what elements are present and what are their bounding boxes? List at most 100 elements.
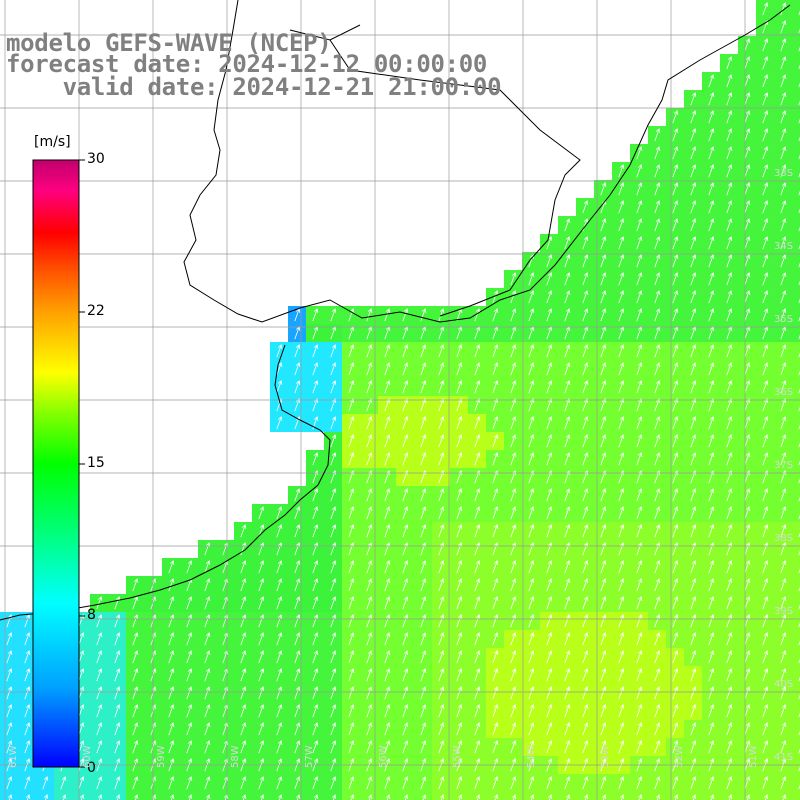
wind-speed-cell (522, 792, 540, 800)
wind-arrow-icon (168, 704, 175, 718)
wind-arrow-icon (564, 578, 571, 592)
wind-arrow-icon (762, 380, 769, 394)
wind-speed-cell (738, 792, 756, 800)
wind-arrow-icon (474, 362, 481, 376)
wind-arrow-icon (564, 344, 571, 358)
wind-arrow-icon (708, 218, 715, 232)
colorbar (32, 159, 85, 768)
wind-arrow-icon (276, 560, 283, 574)
wind-arrow-icon (402, 668, 409, 682)
wind-arrow-icon (726, 146, 733, 160)
wind-arrow-icon (492, 740, 499, 754)
wind-arrow-icon (744, 146, 751, 160)
wind-arrow-icon (708, 560, 715, 574)
wind-arrow-icon (420, 668, 427, 682)
wind-arrow-icon (690, 92, 697, 106)
wind-arrow-icon (600, 632, 607, 646)
wind-arrow-icon (528, 776, 535, 790)
wind-arrow-icon (582, 308, 589, 322)
wind-arrow-icon (780, 776, 787, 790)
wind-arrow-icon (708, 128, 715, 142)
wind-arrow-icon (564, 632, 571, 646)
wind-arrow-icon (582, 416, 589, 430)
wind-arrow-icon (6, 650, 13, 664)
wind-arrow-icon (474, 344, 481, 358)
wind-arrow-icon (294, 308, 301, 322)
wind-arrow-icon (330, 560, 337, 574)
wind-arrow-icon (78, 686, 85, 700)
lat-label: 33S (774, 168, 794, 179)
wind-arrow-icon (582, 290, 589, 304)
wind-arrow-icon (726, 596, 733, 610)
wind-arrow-icon (564, 272, 571, 286)
wind-arrow-icon (510, 416, 517, 430)
wind-arrow-icon (240, 722, 247, 736)
wind-arrow-icon (420, 380, 427, 394)
wind-arrow-icon (690, 308, 697, 322)
wind-arrow-icon (654, 290, 661, 304)
wind-arrow-icon (330, 416, 337, 430)
wind-arrow-icon (96, 686, 103, 700)
wind-arrow-icon (366, 650, 373, 664)
wind-speed-cell (792, 180, 800, 198)
wind-arrow-icon (690, 650, 697, 664)
wind-arrow-icon (780, 236, 787, 250)
wind-speed-cell (774, 792, 792, 800)
wind-arrow-icon (132, 578, 139, 592)
wind-arrow-icon (708, 146, 715, 160)
wind-arrow-icon (618, 272, 625, 286)
wind-arrow-icon (564, 236, 571, 250)
wind-arrow-icon (636, 308, 643, 322)
wind-arrow-icon (780, 110, 787, 124)
wind-arrow-icon (294, 380, 301, 394)
wind-arrow-icon (618, 290, 625, 304)
wind-arrow-icon (600, 344, 607, 358)
wind-speed-cell (792, 414, 800, 432)
wind-arrow-icon (708, 398, 715, 412)
wind-arrow-icon (474, 398, 481, 412)
wind-arrow-icon (654, 182, 661, 196)
wind-arrow-icon (510, 290, 517, 304)
wind-arrow-icon (744, 668, 751, 682)
wind-arrow-icon (204, 542, 211, 556)
wind-arrow-icon (204, 776, 211, 790)
wind-arrow-icon (384, 578, 391, 592)
wind-arrow-icon (312, 506, 319, 520)
wind-arrow-icon (600, 506, 607, 520)
wind-arrow-icon (780, 344, 787, 358)
wind-arrow-icon (691, 794, 697, 800)
wind-arrow-icon (744, 92, 751, 106)
wind-arrow-icon (564, 614, 571, 628)
wind-arrow-icon (474, 524, 481, 538)
wind-arrow-icon (24, 614, 31, 628)
wind-arrow-icon (384, 560, 391, 574)
wind-arrow-icon (636, 596, 643, 610)
wind-arrow-icon (780, 722, 787, 736)
wind-arrow-icon (24, 686, 31, 700)
wind-arrow-icon (420, 416, 427, 430)
wind-arrow-icon (402, 434, 409, 448)
colorbar-gradient (32, 159, 80, 768)
wind-speed-cell (792, 342, 800, 360)
wind-arrow-icon (240, 596, 247, 610)
wind-arrow-icon (348, 578, 355, 592)
wind-arrow-icon (690, 506, 697, 520)
wind-arrow-icon (762, 164, 769, 178)
wind-arrow-icon (438, 488, 445, 502)
wind-arrow-icon (384, 488, 391, 502)
wind-arrow-icon (618, 560, 625, 574)
wind-arrow-icon (636, 686, 643, 700)
wind-arrow-icon (385, 794, 391, 800)
wind-arrow-icon (744, 272, 751, 286)
wind-arrow-icon (168, 650, 175, 664)
wind-arrow-icon (744, 308, 751, 322)
wind-arrow-icon (313, 794, 319, 800)
wind-arrow-icon (654, 254, 661, 268)
wind-speed-cell (792, 504, 800, 522)
wind-arrow-icon (528, 290, 535, 304)
wind-arrow-icon (708, 74, 715, 88)
wind-speed-cell (792, 144, 800, 162)
wind-arrow-icon (456, 344, 463, 358)
wind-arrow-icon (618, 506, 625, 520)
wind-arrow-icon (294, 542, 301, 556)
